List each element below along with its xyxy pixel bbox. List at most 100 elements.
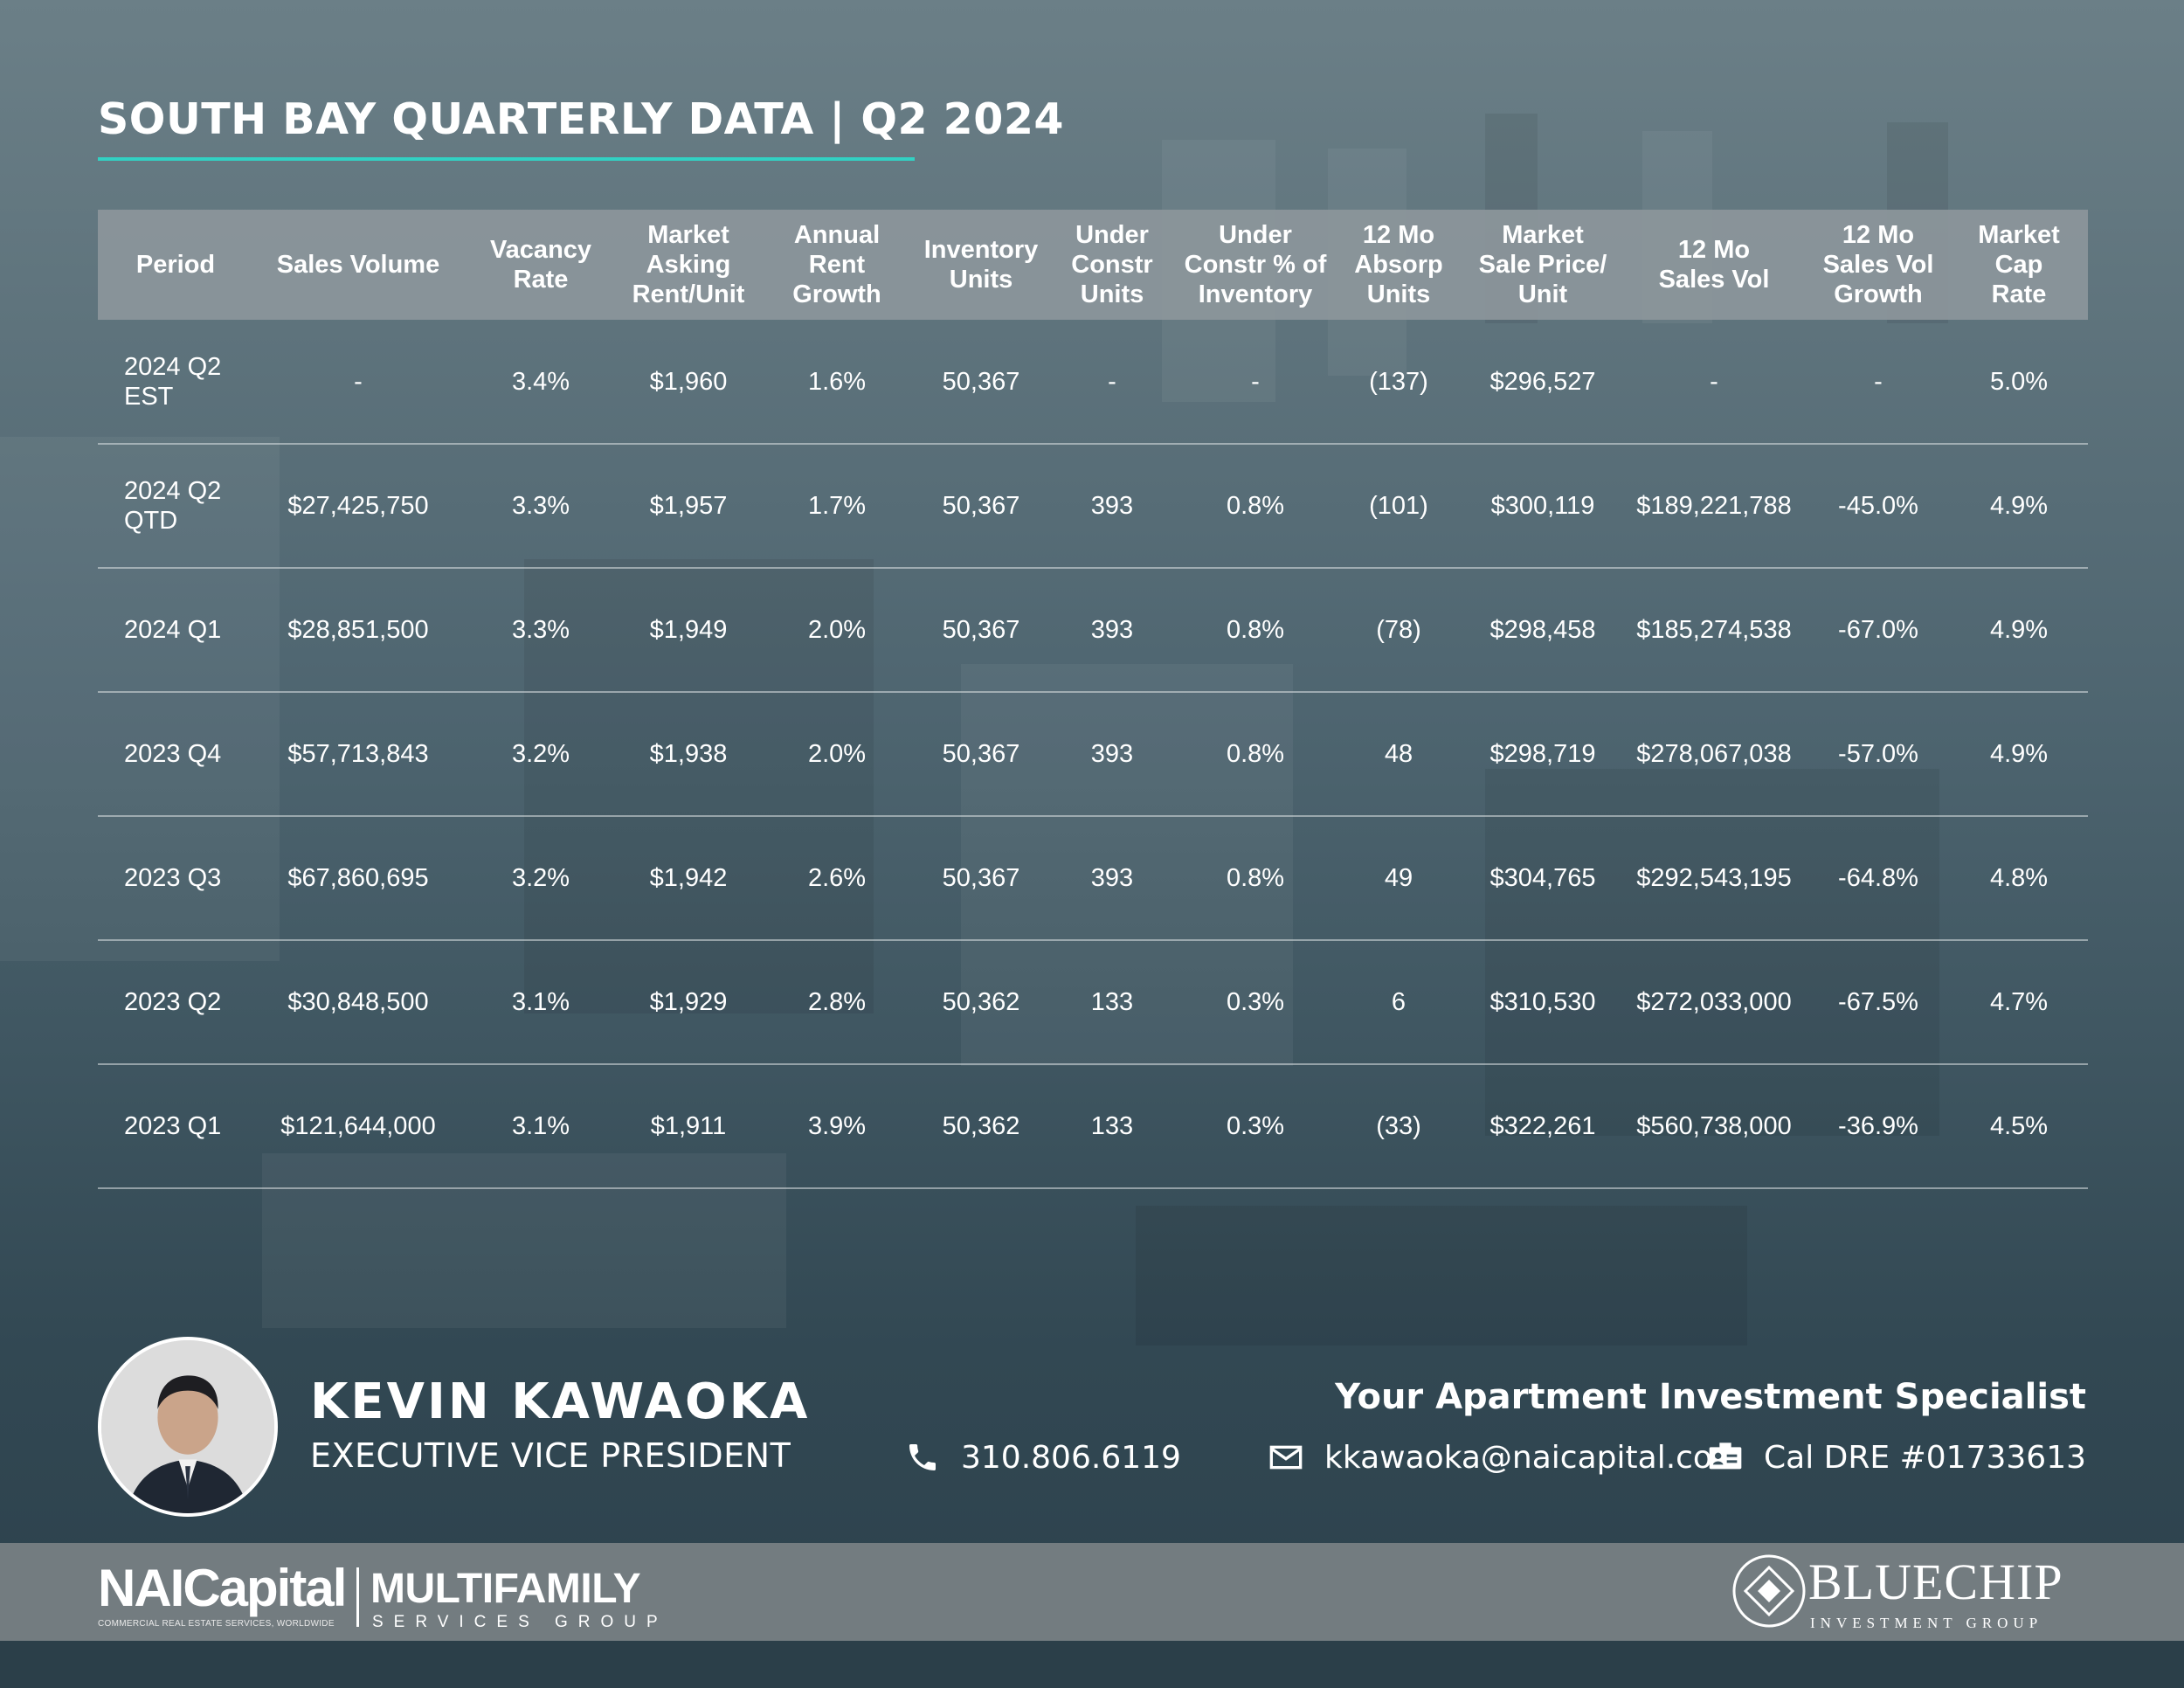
col-header-sale-price-unit: Market Sale Price/Unit xyxy=(1478,221,1607,308)
col-header-sales-vol-growth: 12 Mo Sales Vol Growth xyxy=(1822,221,1934,308)
cell-sales-volume: $67,860,695 xyxy=(287,864,429,892)
period-label: 2023 Q2 xyxy=(124,988,222,1016)
cell-sale-price-unit: $296,527 xyxy=(1489,367,1596,396)
cell-period: 2023 Q3 xyxy=(98,816,253,940)
table-row: 2023 Q4 $57,713,843 3.2% $1,938 2.0% 50,367 39… xyxy=(98,692,2088,816)
period-label: QTD xyxy=(124,507,178,535)
cell-vacancy-rate: 3.3% xyxy=(511,616,570,644)
phone-contact[interactable]: 310.806.6119 xyxy=(905,1438,1181,1477)
license-number: Cal DRE #01733613 xyxy=(1764,1439,2086,1476)
cell-rent-growth: 2.0% xyxy=(807,740,867,768)
headshot-image xyxy=(101,1340,274,1513)
multifamily-logo: MULTIFAMILY xyxy=(370,1566,641,1612)
cell-under-constr-pct: - xyxy=(1251,367,1260,396)
cell-vacancy-rate: 3.1% xyxy=(511,1112,570,1140)
id-card-icon xyxy=(1708,1440,1743,1475)
footer-bottom-strip xyxy=(0,1641,2184,1688)
cell-12mo-sales-vol: $292,543,195 xyxy=(1636,864,1792,892)
cell-sales-vol-growth: -45.0% xyxy=(1838,492,1918,520)
col-header-vacancy-rate: Vacancy Rate xyxy=(489,236,592,294)
col-header-cap-rate: Market Cap Rate xyxy=(1978,221,2060,308)
cell-sales-vol-growth: -36.9% xyxy=(1838,1112,1918,1140)
cell-absorp-units: (101) xyxy=(1369,492,1428,520)
nai-capital-tagline: COMMERCIAL REAL ESTATE SERVICES, WORLDWI… xyxy=(98,1619,335,1629)
cell-under-constr-units: 133 xyxy=(1090,1112,1134,1140)
cell-absorp-units: (78) xyxy=(1376,616,1421,644)
cell-sale-price-unit: $298,458 xyxy=(1489,616,1596,644)
cell-sales-vol-growth: - xyxy=(1874,367,1883,396)
cell-period: 2023 Q1 xyxy=(98,1064,253,1188)
cell-period: 2024 Q2 EST xyxy=(98,320,253,444)
cell-sales-vol-growth: -67.0% xyxy=(1838,616,1918,644)
table-row: 2023 Q1 $121,644,000 3.1% $1,911 3.9% 50,362 1… xyxy=(98,1064,2088,1188)
cell-sale-price-unit: $300,119 xyxy=(1490,492,1595,520)
cell-asking-rent: $1,957 xyxy=(649,492,728,520)
cell-under-constr-pct: 0.3% xyxy=(1226,1112,1285,1140)
cell-under-constr-units: 393 xyxy=(1090,492,1134,520)
col-header-absorp-units: 12 Mo Absorp Units xyxy=(1354,221,1443,308)
cell-sales-volume: $121,644,000 xyxy=(280,1112,436,1140)
cell-absorp-units: (33) xyxy=(1376,1112,1421,1140)
cell-cap-rate: 4.9% xyxy=(1989,616,2049,644)
cell-12mo-sales-vol: $185,274,538 xyxy=(1636,616,1792,644)
cell-sale-price-unit: $322,261 xyxy=(1489,1112,1596,1140)
quarterly-data-table: Period Sales Volume Vacancy Rate Market As… xyxy=(98,210,2088,1189)
phone-icon xyxy=(905,1440,940,1475)
phone-number: 310.806.6119 xyxy=(961,1439,1181,1476)
cell-cap-rate: 4.5% xyxy=(1989,1112,2049,1140)
cell-12mo-sales-vol: $560,738,000 xyxy=(1636,1112,1792,1140)
cell-absorp-units: 48 xyxy=(1384,740,1413,768)
col-header-under-constr-units: Under Constr Units xyxy=(1071,221,1153,308)
cell-asking-rent: $1,949 xyxy=(649,616,728,644)
table-row: 2024 Q2 EST - 3.4% $1,960 1.6% 50,367 - - (137) $2… xyxy=(98,320,2088,444)
person-name: KEVIN KAWAOKA xyxy=(310,1373,811,1430)
cell-under-constr-pct: 0.8% xyxy=(1226,492,1285,520)
bluechip-subtitle: INVESTMENT GROUP xyxy=(1810,1615,2043,1631)
cell-rent-growth: 1.7% xyxy=(807,492,867,520)
cell-sales-volume: $28,851,500 xyxy=(287,616,429,644)
person-title: EXECUTIVE VICE PRESIDENT xyxy=(310,1436,791,1475)
col-header-annual-rent-growth: Annual Rent Growth xyxy=(792,221,881,308)
email-contact[interactable]: kkawaoka@naicapital.com xyxy=(1268,1438,1743,1477)
cell-period: 2024 Q2 QTD xyxy=(98,444,253,568)
cell-under-constr-pct: 0.3% xyxy=(1226,988,1285,1016)
table-row: 2023 Q3 $67,860,695 3.2% $1,942 2.6% 50,367 39… xyxy=(98,816,2088,940)
cell-absorp-units: 6 xyxy=(1391,988,1406,1016)
cell-under-constr-units: 393 xyxy=(1090,616,1134,644)
cell-sales-volume: $27,425,750 xyxy=(287,492,429,520)
license-contact: Cal DRE #01733613 xyxy=(1708,1438,2086,1477)
table-row: 2024 Q2 QTD $27,425,750 3.3% $1,957 1.7% 50,36… xyxy=(98,444,2088,568)
col-header-inventory-units: Inventory Units xyxy=(923,236,1039,294)
period-label: 2024 Q2 xyxy=(124,352,222,381)
logo-divider xyxy=(356,1567,359,1627)
cell-period: 2023 Q4 xyxy=(98,692,253,816)
col-header-12mo-sales-vol: 12 Mo Sales Vol xyxy=(1658,236,1770,294)
cell-asking-rent: $1,938 xyxy=(649,740,728,768)
cell-asking-rent: $1,942 xyxy=(649,864,728,892)
cell-sales-volume: - xyxy=(354,367,363,396)
cell-sale-price-unit: $304,765 xyxy=(1489,864,1596,892)
period-label: 2023 Q4 xyxy=(124,740,222,768)
cell-12mo-sales-vol: - xyxy=(1710,367,1718,396)
cell-12mo-sales-vol: $278,067,038 xyxy=(1636,740,1792,768)
cell-sale-price-unit: $310,530 xyxy=(1489,988,1596,1016)
cell-inventory-units: 50,367 xyxy=(942,492,1020,520)
cell-cap-rate: 4.7% xyxy=(1989,988,2049,1016)
cell-under-constr-units: 393 xyxy=(1090,740,1134,768)
period-label: EST xyxy=(124,382,174,411)
cell-sales-volume: $57,713,843 xyxy=(287,740,429,768)
cell-under-constr-units: 393 xyxy=(1090,864,1134,892)
cell-asking-rent: $1,911 xyxy=(650,1112,727,1140)
cell-period: 2023 Q2 xyxy=(98,940,253,1064)
cell-rent-growth: 1.6% xyxy=(807,367,867,396)
cell-sales-vol-growth: -67.5% xyxy=(1838,988,1918,1016)
tagline: Your Apartment Investment Specialist xyxy=(1335,1377,2086,1417)
table-body: 2024 Q2 EST -3.4% $1,960 1.6% 50,367- - (137) $2… xyxy=(98,320,2088,1188)
table-row: 2023 Q2 $30,848,500 3.1% $1,929 2.8% 50,362 13… xyxy=(98,940,2088,1064)
cell-sales-vol-growth: -57.0% xyxy=(1838,740,1918,768)
multifamily-subtitle: SERVICES GROUP xyxy=(372,1613,668,1631)
cell-inventory-units: 50,367 xyxy=(942,616,1020,644)
cell-inventory-units: 50,362 xyxy=(942,1112,1020,1140)
period-label: 2023 Q1 xyxy=(124,1112,222,1140)
cell-under-constr-units: - xyxy=(1108,367,1116,396)
